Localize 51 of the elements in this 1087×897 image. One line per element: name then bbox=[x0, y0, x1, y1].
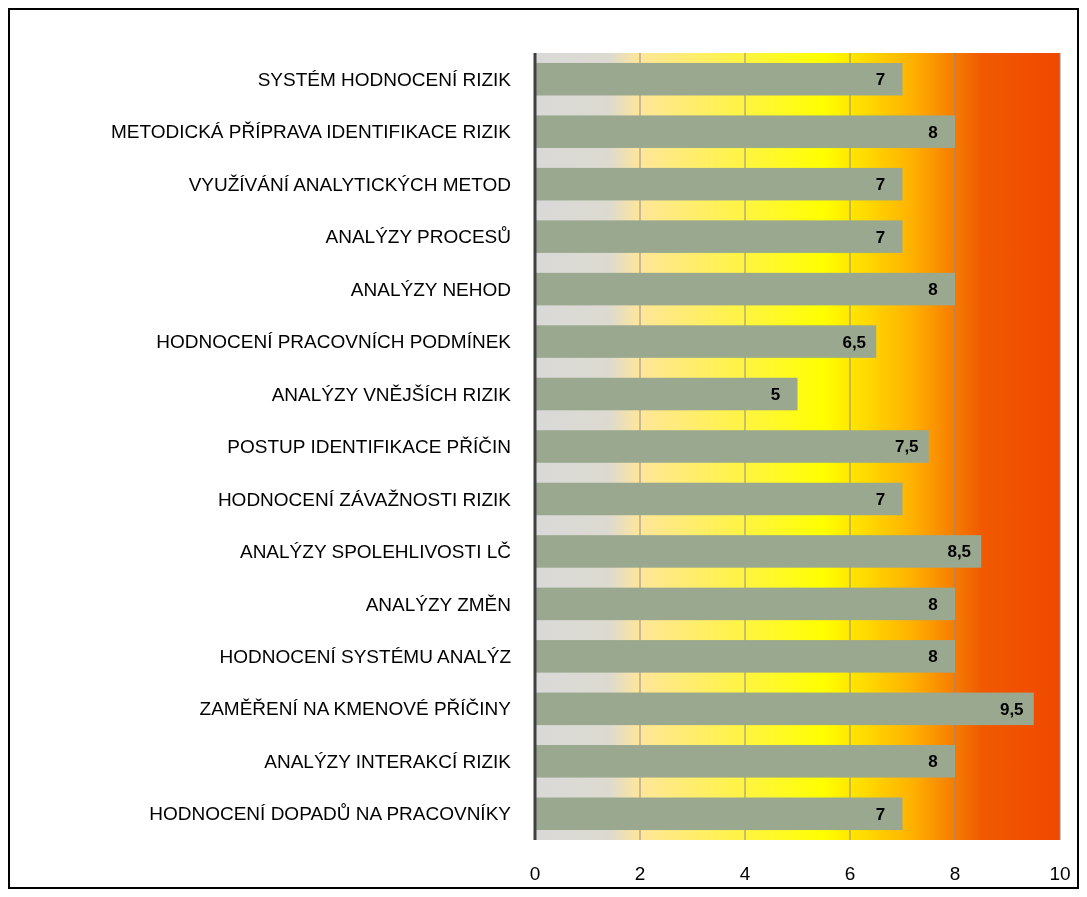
bar bbox=[535, 325, 877, 358]
bar bbox=[535, 535, 982, 568]
y-tick-label: HODNOCENÍ DOPADŮ NA PRACOVNÍKY bbox=[149, 803, 512, 825]
y-tick-label: HODNOCENÍ ZÁVAŽNOSTI RIZIK bbox=[217, 488, 512, 510]
y-tick-label: ZAMĚŘENÍ NA KMENOVÉ PŘÍČINY bbox=[199, 698, 512, 720]
bar bbox=[535, 377, 798, 411]
y-tick-label: ANALÝZY PROCESŮ bbox=[325, 226, 511, 248]
data-label: 8,5 bbox=[947, 542, 972, 562]
y-tick-label: HODNOCENÍ SYSTÉMU ANALÝZ bbox=[219, 646, 512, 668]
data-label: 7 bbox=[875, 175, 886, 195]
bar bbox=[535, 482, 903, 516]
y-tick-label: ANALÝZY VNĚJŠÍCH RIZIK bbox=[271, 383, 512, 405]
data-label: 8 bbox=[928, 122, 938, 142]
bar bbox=[535, 797, 903, 831]
bar bbox=[535, 692, 1034, 726]
x-tick-label: 8 bbox=[949, 863, 961, 884]
bar bbox=[535, 745, 955, 778]
x-tick-label: 0 bbox=[529, 863, 541, 884]
bar bbox=[535, 167, 903, 201]
data-label: 5 bbox=[770, 384, 781, 404]
y-tick-label: POSTUP IDENTIFIKACE PŘÍČIN bbox=[227, 436, 511, 458]
data-label: 8 bbox=[928, 280, 938, 300]
x-tick-label: 4 bbox=[739, 863, 751, 884]
x-tick-label: 6 bbox=[844, 863, 856, 884]
bar bbox=[535, 115, 955, 148]
bar bbox=[535, 430, 929, 463]
y-tick-label: SYSTÉM HODNOCENÍ RIZIK bbox=[257, 68, 512, 90]
y-tick-label: VYUŽÍVÁNÍ ANALYTICKÝCH METOD bbox=[188, 173, 511, 195]
bar bbox=[535, 640, 955, 673]
data-label: 8 bbox=[928, 594, 938, 614]
bar bbox=[535, 587, 955, 621]
data-label: 7 bbox=[875, 804, 886, 824]
data-label: 7 bbox=[875, 70, 886, 90]
bar bbox=[535, 220, 903, 253]
data-label: 8 bbox=[928, 752, 938, 772]
data-label: 9,5 bbox=[999, 699, 1024, 719]
bar bbox=[535, 272, 955, 306]
data-label: 7 bbox=[875, 489, 886, 509]
bar bbox=[535, 62, 903, 96]
y-tick-label: ANALÝZY NEHOD bbox=[350, 278, 511, 300]
y-tick-label: METODICKÁ PŘÍPRAVA IDENTIFIKACE RIZIK bbox=[110, 121, 512, 143]
y-tick-label: ANALÝZY INTERAKCÍ RIZIK bbox=[264, 750, 512, 772]
data-label: 7,5 bbox=[894, 437, 919, 457]
data-label: 8 bbox=[928, 647, 938, 667]
data-label: 7 bbox=[875, 227, 886, 247]
x-tick-label: 10 bbox=[1049, 863, 1071, 884]
y-tick-label: HODNOCENÍ PRACOVNÍCH PODMÍNEK bbox=[156, 331, 512, 353]
x-tick-label: 2 bbox=[634, 863, 646, 884]
data-label: 6,5 bbox=[842, 332, 867, 352]
y-tick-label: ANALÝZY ZMĚN bbox=[365, 593, 511, 615]
y-tick-label: ANALÝZY SPOLEHLIVOSTI LČ bbox=[239, 541, 511, 563]
